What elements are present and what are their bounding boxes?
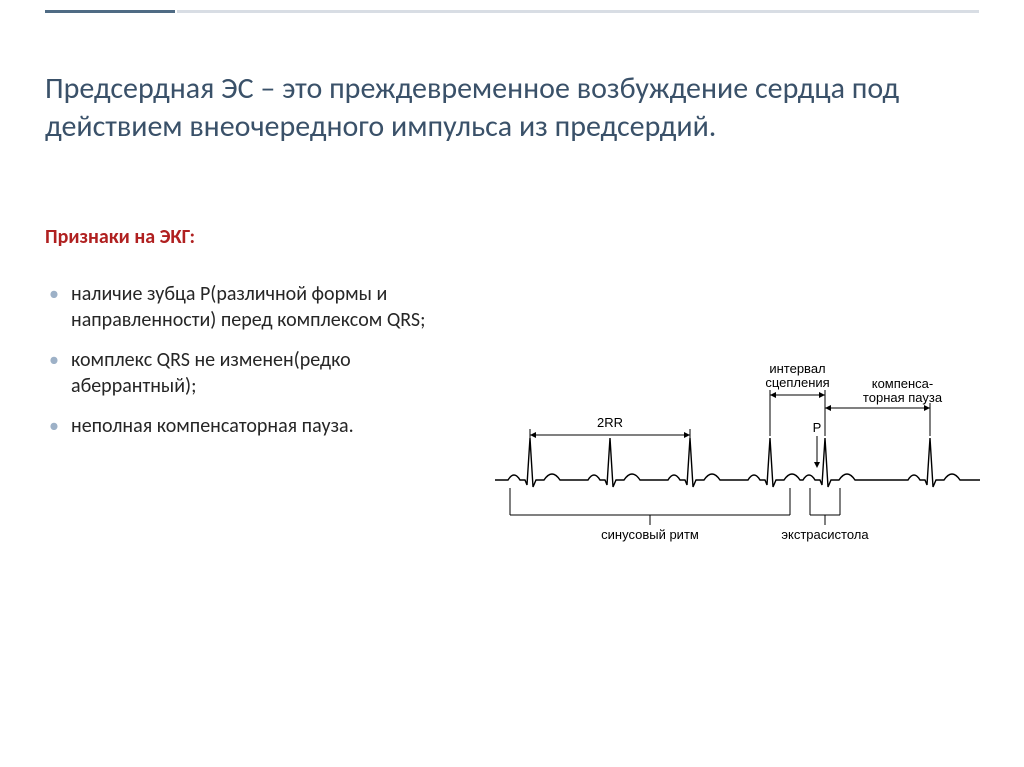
svg-text:экстрасистола: экстрасистола	[781, 527, 869, 542]
svg-text:сцепления: сцепления	[765, 375, 829, 390]
svg-text:синусовый ритм: синусовый ритм	[601, 527, 699, 542]
svg-text:Р: Р	[813, 420, 822, 435]
list-item: наличие зубца Р(различной формы и направ…	[63, 281, 455, 333]
svg-text:компенса-: компенса-	[872, 376, 934, 391]
slide: Предсердная ЭС – это преждевременное воз…	[0, 0, 1024, 767]
decorative-topbar	[45, 10, 979, 26]
topbar-seg-dark	[45, 10, 175, 13]
svg-text:2RR: 2RR	[597, 415, 623, 430]
list-item: неполная компенсаторная пауза.	[63, 413, 455, 439]
topbar-seg-light	[177, 10, 979, 13]
bullet-list: наличие зубца Р(различной формы и направ…	[45, 281, 455, 439]
list-item: комплекс QRS не изменен(редко аберрантны…	[63, 347, 455, 399]
content-column: Признаки на ЭКГ: наличие зубца Р(различн…	[45, 225, 455, 453]
subheading: Признаки на ЭКГ:	[45, 225, 455, 249]
ecg-svg: 2RR интервалсцепления компенса-торная пауз…	[490, 330, 990, 570]
svg-text:торная пауза: торная пауза	[863, 390, 943, 405]
title-block: Предсердная ЭС – это преждевременное воз…	[45, 70, 979, 145]
ecg-diagram: 2RR интервалсцепления компенса-торная пауз…	[490, 330, 990, 570]
page-title: Предсердная ЭС – это преждевременное воз…	[45, 70, 979, 145]
svg-text:интервал: интервал	[769, 361, 825, 376]
